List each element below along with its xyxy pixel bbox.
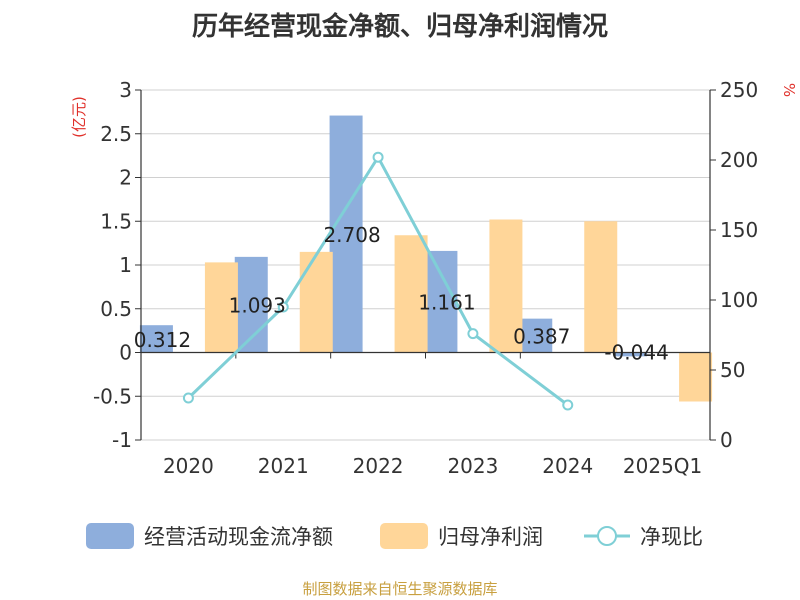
right-tick-label: 0 — [720, 428, 733, 452]
bar — [424, 250, 458, 353]
bar — [489, 219, 523, 353]
left-axis-unit: (亿元) — [70, 96, 88, 138]
line-point — [277, 301, 289, 313]
left-tick-label: 2.5 — [100, 122, 132, 146]
chart-title: 历年经营现金净额、归母净利润情况 — [191, 12, 608, 42]
bar — [584, 221, 618, 353]
line-point — [182, 392, 194, 404]
bar — [614, 352, 648, 357]
legend-swatch-cashflow — [86, 523, 134, 549]
legend-label-ratio: 净现比 — [640, 525, 703, 549]
legend-label-cashflow: 经营活动现金流净额 — [144, 525, 333, 549]
bar — [394, 235, 428, 353]
bar — [679, 352, 713, 402]
line-point — [372, 151, 384, 163]
x-tick-label: 2025Q1 — [623, 454, 702, 478]
x-tick-label: 2020 — [163, 454, 214, 478]
line-series — [182, 151, 574, 411]
data-label: 2.708 — [323, 223, 380, 247]
right-axis-unit: % — [780, 83, 798, 97]
left-tick-label: 0 — [119, 341, 132, 365]
axes: 3 2.5 2 1.5 1 0.5 0 -0.5 -1 250 200 150 100 50 0 2020 20… — [93, 78, 758, 478]
right-tick-label: 150 — [720, 218, 758, 242]
left-tick-label: -1 — [112, 428, 132, 452]
x-tick-label: 2024 — [542, 454, 593, 478]
line-point — [562, 399, 574, 411]
left-tick-label: 1.5 — [100, 209, 132, 233]
right-tick-label: 200 — [720, 148, 758, 172]
right-tick-label: 250 — [720, 78, 758, 102]
legend-swatch-ratio-marker — [597, 526, 617, 546]
left-tick-label: 0.5 — [100, 297, 132, 321]
bar — [139, 325, 173, 353]
left-tick-label: 3 — [119, 78, 132, 102]
legend-label-profit: 归母净利润 — [438, 525, 543, 549]
x-tick-label: 2022 — [353, 454, 404, 478]
bar-series — [139, 115, 713, 402]
left-tick-label: 1 — [119, 253, 132, 277]
data-label: 1.093 — [229, 294, 286, 318]
data-label: -0.044 — [604, 341, 668, 365]
left-tick-label: -0.5 — [93, 384, 132, 408]
bar — [329, 115, 363, 353]
left-tick-label: 2 — [119, 166, 132, 190]
data-labels: 0.312 1.093 2.708 1.161 0.387 -0.044 — [134, 223, 669, 364]
right-tick-label: 50 — [720, 358, 745, 382]
line-point — [467, 328, 479, 340]
bar — [299, 251, 333, 353]
data-label: 1.161 — [418, 291, 475, 315]
bar — [204, 262, 238, 353]
x-tick-label: 2021 — [258, 454, 309, 478]
x-tick-label: 2023 — [447, 454, 498, 478]
right-tick-label: 100 — [720, 288, 758, 312]
source-note: 制图数据来自恒生聚源数据库 — [302, 580, 498, 598]
bar — [519, 318, 553, 353]
data-label: 0.312 — [134, 328, 191, 352]
data-label: 0.387 — [513, 325, 570, 349]
legend: 经营活动现金流净额 归母净利润 净现比 — [86, 523, 703, 549]
legend-swatch-profit — [380, 523, 428, 549]
